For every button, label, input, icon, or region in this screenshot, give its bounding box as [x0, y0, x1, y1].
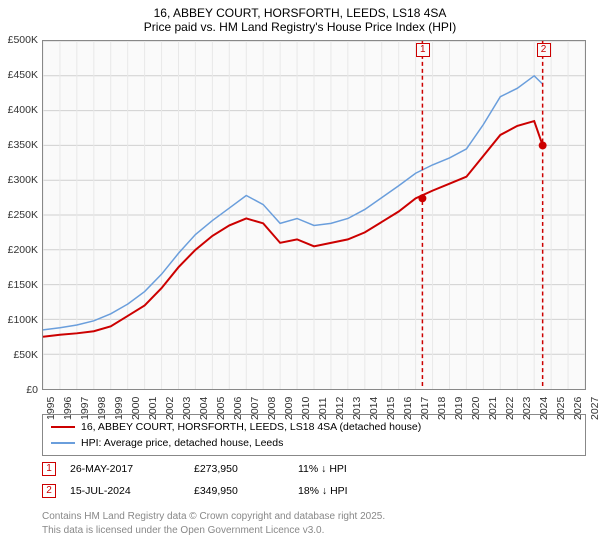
y-tick-label: £0 [0, 384, 38, 396]
transaction-row-1: 2 15-JUL-2024 £349,950 18% ↓ HPI [42, 480, 586, 502]
legend-swatch-0 [51, 426, 75, 429]
y-tick-label: £100K [0, 314, 38, 326]
y-tick-label: £400K [0, 104, 38, 116]
row-pct-0: 11% ↓ HPI [298, 463, 398, 475]
series-price_paid [43, 121, 543, 337]
footer-line1: Contains HM Land Registry data © Crown c… [42, 510, 385, 524]
footer-attribution: Contains HM Land Registry data © Crown c… [42, 510, 385, 537]
transaction-rows: 1 26-MAY-2017 £273,950 11% ↓ HPI 2 15-JU… [42, 458, 586, 502]
legend-label-1: HPI: Average price, detached house, Leed… [81, 437, 283, 449]
chart-title-line2: Price paid vs. HM Land Registry's House … [0, 20, 600, 34]
row-price-1: £349,950 [194, 485, 284, 497]
legend-box: 16, ABBEY COURT, HORSFORTH, LEEDS, LS18 … [42, 414, 586, 456]
y-tick-label: £200K [0, 244, 38, 256]
legend-item-1: HPI: Average price, detached house, Leed… [51, 435, 577, 451]
transaction-row-0: 1 26-MAY-2017 £273,950 11% ↓ HPI [42, 458, 586, 480]
series-hpi [43, 76, 543, 330]
y-tick-label: £50K [0, 349, 38, 361]
y-tick-label: £450K [0, 69, 38, 81]
chart-lines-svg [43, 41, 585, 389]
row-price-0: £273,950 [194, 463, 284, 475]
marker-label-1: 1 [416, 43, 430, 57]
row-date-0: 26-MAY-2017 [70, 463, 180, 475]
y-tick-label: £300K [0, 174, 38, 186]
y-tick-label: £350K [0, 139, 38, 151]
legend-label-0: 16, ABBEY COURT, HORSFORTH, LEEDS, LS18 … [81, 421, 421, 433]
legend-item-0: 16, ABBEY COURT, HORSFORTH, LEEDS, LS18 … [51, 419, 577, 435]
row-pct-1: 18% ↓ HPI [298, 485, 398, 497]
row-marker-1: 2 [42, 484, 56, 498]
chart-plot-area [42, 40, 586, 390]
y-tick-label: £250K [0, 209, 38, 221]
x-tick-label: 2027 [589, 397, 600, 420]
marker-label-2: 2 [537, 43, 551, 57]
y-tick-label: £500K [0, 34, 38, 46]
row-date-1: 15-JUL-2024 [70, 485, 180, 497]
footer-line2: This data is licensed under the Open Gov… [42, 524, 385, 538]
y-tick-label: £150K [0, 279, 38, 291]
row-marker-0: 1 [42, 462, 56, 476]
legend-swatch-1 [51, 442, 75, 444]
chart-title-line1: 16, ABBEY COURT, HORSFORTH, LEEDS, LS18 … [0, 0, 600, 20]
